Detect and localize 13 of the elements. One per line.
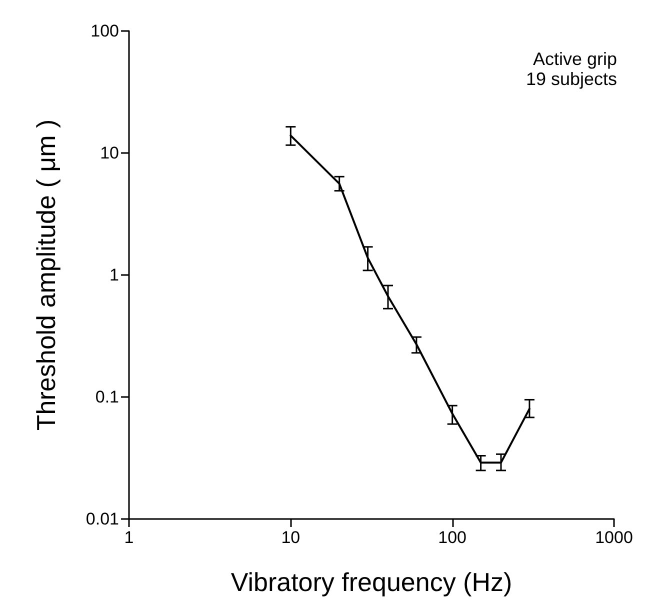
y-axis-title: Threshold amplitude ( μm ) xyxy=(31,119,61,431)
y-tick-label: 10 xyxy=(100,144,119,162)
x-tick-label: 100 xyxy=(438,528,467,547)
y-tick-label: 1 xyxy=(110,266,119,284)
x-tick-label: 1000 xyxy=(595,528,633,547)
y-tick-label: 0.01 xyxy=(86,510,119,528)
y-tick-label: 100 xyxy=(90,22,119,40)
x-tick-label: 1 xyxy=(124,528,134,547)
y-tick-label: 0.1 xyxy=(95,388,119,406)
annotation: 19 subjects xyxy=(526,69,618,89)
annotation: Active grip xyxy=(532,49,618,69)
x-tick-label: 10 xyxy=(281,528,300,547)
x-axis-title: Vibratory frequency (Hz) xyxy=(230,567,512,597)
